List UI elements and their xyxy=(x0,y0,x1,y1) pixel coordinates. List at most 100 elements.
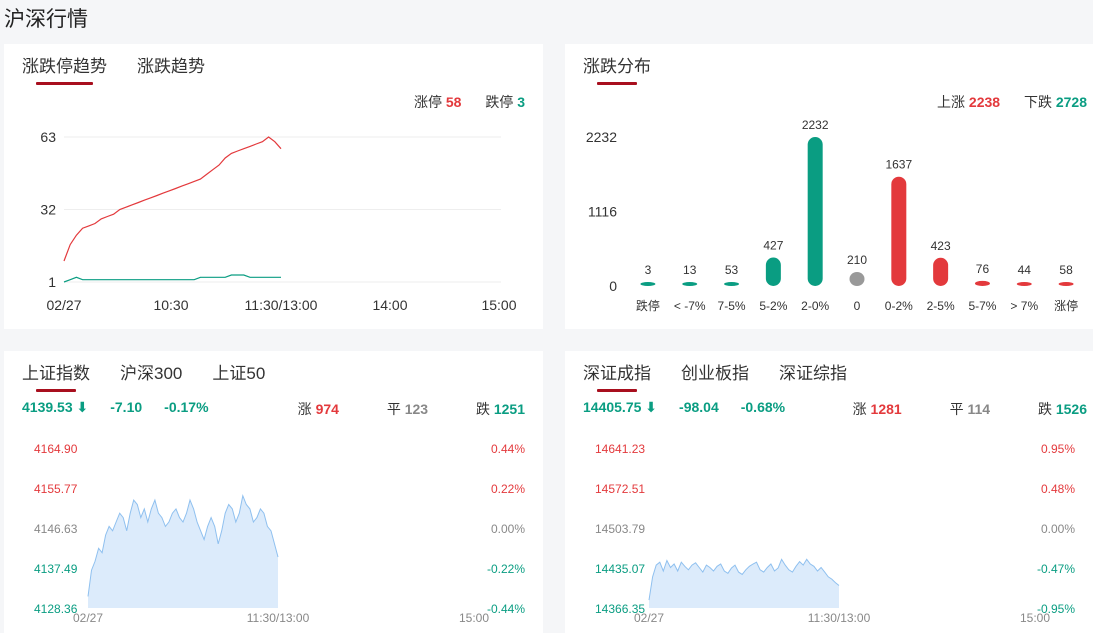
y-tick-label: 1116 xyxy=(588,204,617,220)
y-tick-label-right: 0.95% xyxy=(1041,442,1075,456)
distribution-chart: 2232 1116 0 3 跌停 13 < -7% 53 7-5% 427 5-2% 2232 2-0%… xyxy=(586,118,1078,313)
bar-value-label: 58 xyxy=(1059,263,1073,277)
bar-value-label: 2232 xyxy=(802,118,829,132)
x-tick-label: 15:00 xyxy=(481,297,516,313)
zt-value: 58 xyxy=(445,94,462,110)
y-tick-label-right: 0.00% xyxy=(1041,522,1075,536)
x-tick-label: 15:00 xyxy=(459,611,489,625)
down-arrow-icon: ⬇ xyxy=(645,399,658,415)
tab-sz-component[interactable]: 深证成指 xyxy=(583,359,651,392)
tab-limit-trend[interactable]: 涨跌停趋势 xyxy=(22,52,107,85)
bar xyxy=(891,176,907,286)
y-tick-label-left: 4164.90 xyxy=(34,442,78,456)
sz-change: -98.04 xyxy=(679,399,719,415)
price-area xyxy=(88,495,278,608)
y-tick-label-left: 14366.35 xyxy=(595,602,645,616)
limit-trend-chart: 63 32 1 02/27 10:30 11:30/13:00 14:00 15:00 xyxy=(40,129,516,313)
limit-legend: 涨停 58 跌停 3 xyxy=(414,92,525,112)
bar xyxy=(974,280,990,286)
down-arrow-icon: ⬇ xyxy=(76,399,89,415)
y-tick-label: 1 xyxy=(48,274,56,290)
x-tick-label: 11:30/13:00 xyxy=(245,297,318,313)
category-label: 涨停 xyxy=(1054,298,1078,313)
sh-flat: 平 123 xyxy=(386,401,429,417)
y-tick-label: 0 xyxy=(609,278,617,294)
y-tick-label-right: -0.22% xyxy=(487,562,525,576)
distribution-tabs: 涨跌分布 xyxy=(583,52,681,85)
series-line xyxy=(63,136,282,262)
tab-sh-composite[interactable]: 上证指数 xyxy=(22,359,90,392)
y-tick-label-right: 0.44% xyxy=(491,442,525,456)
limit-trend-card: 涨跌停趋势 涨跌趋势 涨停 58 跌停 3 63 32 1 02/27 10:30 11:… xyxy=(4,44,543,329)
sh-index-tabs: 上证指数 沪深300 上证50 xyxy=(22,359,295,392)
x-tick-label: 10:30 xyxy=(153,297,188,313)
bar-value-label: 53 xyxy=(725,263,739,277)
limit-trend-tabs: 涨跌停趋势 涨跌趋势 xyxy=(22,52,235,85)
tab-sse50[interactable]: 上证50 xyxy=(212,364,266,383)
category-label: 2-5% xyxy=(927,299,955,313)
tab-sz-composite[interactable]: 深证综指 xyxy=(779,364,847,383)
category-label: 0-2% xyxy=(885,299,913,313)
x-tick-label: 02/27 xyxy=(73,611,103,625)
y-tick-label-right: -0.47% xyxy=(1037,562,1075,576)
bar xyxy=(1058,282,1074,286)
bar xyxy=(724,282,740,286)
down-value: 2728 xyxy=(1055,94,1087,110)
bar-value-label: 427 xyxy=(763,238,783,252)
price-line xyxy=(87,493,279,597)
x-tick-label: 14:00 xyxy=(372,297,407,313)
y-tick-label-right: -0.44% xyxy=(487,602,525,616)
bar xyxy=(1016,282,1032,286)
bar-value-label: 210 xyxy=(847,253,867,267)
sh-breadth: 涨 974 平 123 跌 1251 xyxy=(254,399,525,419)
bar-value-label: 13 xyxy=(683,263,697,277)
y-tick-label-left: 4137.49 xyxy=(34,562,78,576)
sz-index-tabs: 深证成指 创业板指 深证综指 xyxy=(583,359,877,392)
sh-up: 涨 974 xyxy=(297,401,339,417)
sz-up: 涨 1281 xyxy=(852,401,902,417)
y-tick-label-left: 14435.07 xyxy=(595,562,645,576)
category-label: 跌停 xyxy=(636,298,660,313)
series-line xyxy=(63,274,281,283)
tab-distribution[interactable]: 涨跌分布 xyxy=(583,52,651,85)
y-tick-label: 32 xyxy=(40,202,56,218)
bar-value-label: 423 xyxy=(931,239,951,253)
bar-value-label: 44 xyxy=(1018,263,1032,277)
bar-value-label: 1637 xyxy=(885,158,912,172)
tab-rise-fall-trend[interactable]: 涨跌趋势 xyxy=(137,57,205,76)
bar xyxy=(765,257,781,286)
distribution-legend: 上涨 2238 下跌 2728 xyxy=(937,92,1087,112)
sh-index-card: 上证指数 沪深300 上证50 4139.53 ⬇ -7.10 -0.17% 涨… xyxy=(4,351,543,633)
up-value: 2238 xyxy=(968,94,1001,110)
x-tick-label: 15:00 xyxy=(1020,611,1050,625)
x-tick-label: 11:30/13:00 xyxy=(808,611,871,625)
tab-csi300[interactable]: 沪深300 xyxy=(120,364,183,383)
y-tick-label-left: 4146.63 xyxy=(34,522,78,536)
category-label: 5-7% xyxy=(968,299,996,313)
bar xyxy=(849,271,865,286)
y-tick-label: 63 xyxy=(40,129,56,145)
bar xyxy=(933,257,949,286)
sh-intraday-chart: 4164.90 0.44% 4155.77 0.22% 4146.63 0.00% 4137… xyxy=(34,442,525,625)
x-tick-label: 11:30/13:00 xyxy=(247,611,310,625)
y-tick-label-right: -0.95% xyxy=(1037,602,1075,616)
sh-price: 4139.53 ⬇ xyxy=(22,399,89,415)
bar xyxy=(807,137,823,286)
tab-chinext[interactable]: 创业板指 xyxy=(681,364,749,383)
sz-intraday-chart: 14641.23 0.95% 14572.51 0.48% 14503.79 0.00% 1… xyxy=(595,442,1075,625)
sz-flat: 平 114 xyxy=(949,401,991,417)
zt-label: 涨停 xyxy=(413,94,442,110)
up-label: 上涨 xyxy=(937,94,966,110)
x-tick-label: 02/27 xyxy=(634,611,664,625)
dt-label: 跌停 xyxy=(485,94,514,110)
sh-pct: -0.17% xyxy=(164,399,209,415)
bar xyxy=(682,282,698,286)
sh-down: 跌 1251 xyxy=(475,401,525,417)
category-label: > 7% xyxy=(1010,299,1038,313)
sz-index-card: 深证成指 创业板指 深证综指 14405.75 ⬇ -98.04 -0.68% … xyxy=(565,351,1093,633)
bar-value-label: 76 xyxy=(976,262,990,276)
sz-quote: 14405.75 ⬇ -98.04 -0.68% xyxy=(583,399,1075,416)
category-label: 7-5% xyxy=(718,299,746,313)
y-tick-label-right: 0.22% xyxy=(491,482,525,496)
category-label: 2-0% xyxy=(801,299,829,313)
